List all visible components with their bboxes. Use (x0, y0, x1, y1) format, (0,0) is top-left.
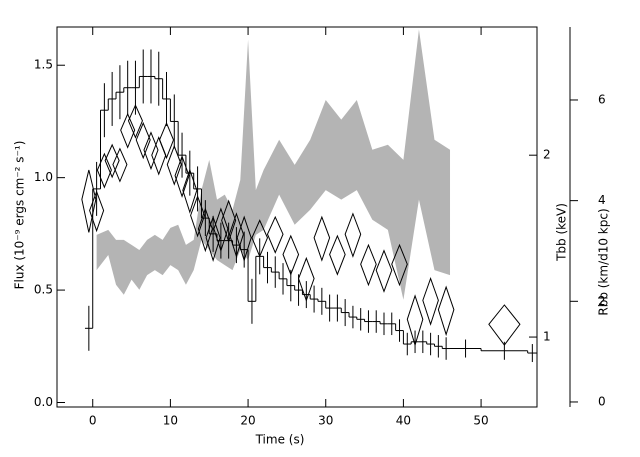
y-tick-label: 0.0 (34, 395, 53, 409)
temperature-diamond (391, 243, 408, 287)
temperature-diamond (488, 304, 521, 346)
y3-axis-label: Rbb (km/d10 kpc) (597, 208, 611, 315)
x-tick-label: 10 (163, 414, 178, 428)
y3-tick-label: 4 (598, 193, 606, 207)
y3-tick-label: 0 (598, 394, 606, 408)
y3-tick-label: 2 (598, 294, 606, 308)
y-axis-label: Flux (10⁻⁹ ergs cm⁻² s⁻¹) (13, 141, 27, 290)
plot-area (81, 29, 537, 363)
y-tick-label: 1.0 (34, 170, 53, 184)
y2-tick-label: 1 (543, 330, 551, 344)
y-tick-label: 0.5 (34, 283, 53, 297)
temperature-diamond (282, 234, 300, 276)
x-tick-label: 30 (318, 414, 333, 428)
y3-tick-label: 6 (598, 92, 606, 106)
temperature-diamond (190, 194, 206, 238)
temperature-diamond (251, 219, 269, 258)
temperature-diamond (112, 147, 128, 183)
plot-frame (56, 26, 538, 408)
temperature-diamond (205, 215, 221, 262)
temperature-diamond (213, 207, 229, 253)
x-tick-label: 20 (240, 414, 255, 428)
temperature-diamond (221, 199, 237, 243)
temperature-diamond (104, 143, 120, 179)
temperature-diamond (266, 215, 284, 254)
temperature-diamond (313, 215, 331, 262)
temperature-diamond (158, 121, 175, 160)
y2-axis-label: Tbb (keV) (555, 203, 569, 262)
temperature-diamond (174, 155, 190, 198)
temperature-diamond (197, 207, 213, 253)
temperature-diamond (135, 121, 151, 160)
temperature-diamond (329, 234, 346, 276)
temperature-diamond (298, 256, 315, 302)
y2-tick-label: 2 (543, 148, 551, 162)
temperature-diamond (236, 215, 252, 262)
temperature-diamond (120, 112, 136, 149)
temperature-diamond (143, 131, 159, 171)
temperature-diamond (166, 144, 182, 186)
temperature-diamond (151, 136, 167, 176)
x-tick-label: 50 (473, 414, 488, 428)
temperature-diamond (375, 249, 393, 293)
temperature-diamond (228, 212, 244, 259)
temperature-diamond (127, 103, 143, 139)
x-axis-label: Time (s) (255, 433, 305, 447)
temperature-diamond (360, 243, 377, 287)
temperature-diamond (182, 168, 198, 214)
y-tick-label: 1.5 (34, 58, 53, 72)
temperature-diamond (89, 190, 105, 233)
x-tick-label: 0 (89, 414, 97, 428)
radius-band (96, 29, 451, 300)
temperature-diamond (437, 285, 455, 337)
temperature-diamond (81, 169, 97, 233)
temperature-diamond (96, 152, 112, 189)
temperature-diamond (406, 294, 424, 347)
temperature-diamond (344, 212, 362, 258)
x-tick-label: 40 (396, 414, 411, 428)
temperature-diamond (422, 277, 439, 326)
